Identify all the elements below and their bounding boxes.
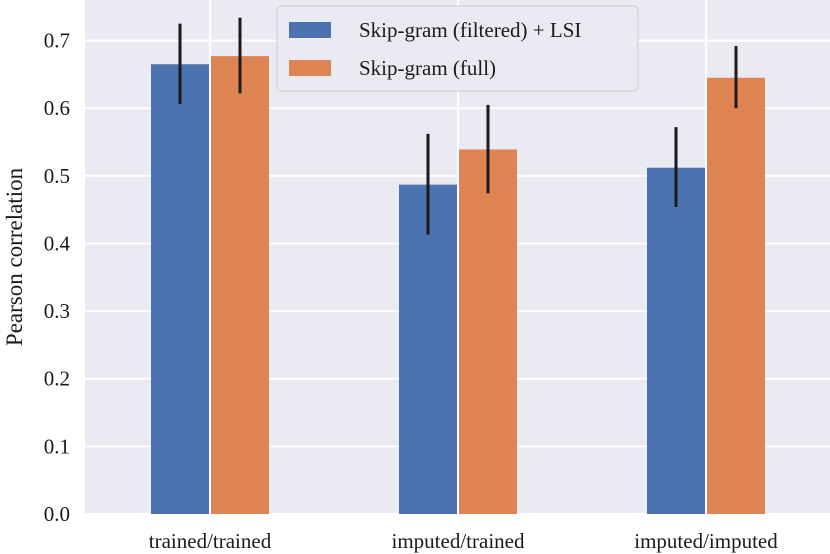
legend-box <box>276 5 639 92</box>
y-tick-label: 0.6 <box>44 96 70 120</box>
x-tick-label: trained/trained <box>149 529 272 553</box>
bar-filtered-lsi-1 <box>399 184 457 514</box>
legend: Skip-gram (filtered) + LSI Skip-gram (fu… <box>276 5 639 92</box>
bar-full-0 <box>211 56 269 514</box>
x-tick-label: imputed/imputed <box>634 529 778 553</box>
y-tick-label: 0.1 <box>44 434 70 458</box>
legend-label-filtered-lsi: Skip-gram (filtered) + LSI <box>359 18 581 42</box>
legend-swatch-full <box>289 60 331 76</box>
y-tick-label: 0.2 <box>44 367 70 391</box>
x-tick-label: imputed/trained <box>392 529 525 553</box>
y-tick-label: 0.4 <box>44 231 71 255</box>
y-tick-label: 0.5 <box>44 164 70 188</box>
bar-full-2 <box>707 77 765 515</box>
bar-filtered-lsi-0 <box>151 64 209 514</box>
legend-swatch-filtered-lsi <box>289 22 331 38</box>
x-tick-labels: trained/trained imputed/trained imputed/im… <box>149 529 778 553</box>
error-bars-group <box>178 17 738 235</box>
y-tick-labels: 0.0 0.1 0.2 0.3 0.4 0.5 0.6 0.7 <box>44 29 71 526</box>
bar-filtered-lsi-2 <box>647 167 705 514</box>
bar-full-1 <box>459 149 517 514</box>
y-tick-label: 0.3 <box>44 299 70 323</box>
bars-group <box>151 56 765 515</box>
y-tick-label: 0.7 <box>44 29 70 53</box>
y-tick-label: 0.0 <box>44 502 70 526</box>
y-axis-label: Pearson correlation <box>2 167 27 346</box>
legend-label-full: Skip-gram (full) <box>359 56 496 80</box>
